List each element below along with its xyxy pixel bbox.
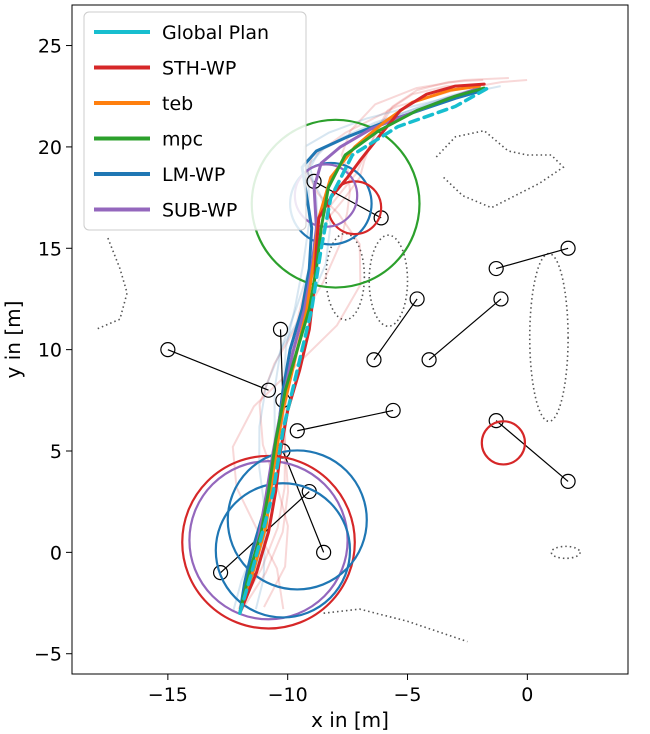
x-tick-label-2: −5 xyxy=(394,684,422,706)
obstacle-start-0 xyxy=(160,342,176,358)
obstacle-end-4 xyxy=(421,352,437,368)
safety-circle-5 xyxy=(188,460,349,621)
legend-label-teb: teb xyxy=(162,93,193,115)
y-tick-label-1: 0 xyxy=(50,542,62,564)
x-tick-label-3: 0 xyxy=(521,684,533,706)
y-axis-label: y in [m] xyxy=(1,301,25,379)
y-tick-label-0: −5 xyxy=(34,644,62,666)
map-wall-1 xyxy=(368,234,409,328)
obstacle-end-5 xyxy=(488,260,504,277)
y-tick-label-4: 15 xyxy=(38,238,62,260)
x-axis-label: x in [m] xyxy=(311,708,389,732)
tick-layer: −15 −10 −5 0 −5 0 5 10 15 20 25 xyxy=(34,36,533,706)
safety-circle-6 xyxy=(226,449,368,591)
obstacle-start-5 xyxy=(560,240,576,256)
legend-label-lm-wp: LM-WP xyxy=(162,164,225,186)
obstacle-end-8 xyxy=(316,544,332,560)
series-line-sth-wp xyxy=(238,82,486,615)
map-wall-3 xyxy=(550,545,581,560)
obstacle-path-5 xyxy=(496,247,569,270)
y-tick-label-3: 10 xyxy=(38,340,62,362)
legend: Global Plan STH-WP teb mpc LM-WP SUB-WP xyxy=(83,11,307,231)
series-line-mpc xyxy=(238,86,486,615)
x-tick-label-1: −10 xyxy=(268,684,308,706)
y-tick-label-6: 25 xyxy=(38,36,62,58)
series-line-global-plan xyxy=(238,84,494,615)
safety-circle-7 xyxy=(214,482,352,619)
legend-label-global-plan: Global Plan xyxy=(162,22,269,44)
obstacle-start-1 xyxy=(272,321,289,337)
obstacle-path-4 xyxy=(428,298,502,361)
map-wall-4 xyxy=(435,129,565,209)
map-wall-5 xyxy=(95,237,128,331)
legend-label-mpc: mpc xyxy=(162,129,203,151)
obstacle-start-2 xyxy=(385,402,401,419)
obstacle-end-3 xyxy=(366,352,382,368)
obstacle-layer xyxy=(160,173,576,581)
obstacle-path-2 xyxy=(297,409,394,432)
map-wall-2 xyxy=(528,252,569,423)
obstacle-end-2 xyxy=(289,423,305,439)
legend-box xyxy=(83,11,307,231)
x-tick-label-0: −15 xyxy=(148,684,188,706)
legend-label-sub-wp: SUB-WP xyxy=(162,200,237,222)
series-layer xyxy=(238,82,494,615)
obstacle-start-7 xyxy=(560,473,576,490)
obstacle-end-0 xyxy=(260,382,277,398)
obstacle-end-9 xyxy=(212,565,229,581)
obstacle-start-4 xyxy=(493,291,509,307)
obstacle-path-3 xyxy=(373,298,418,361)
legend-label-sth-wp: STH-WP xyxy=(162,58,236,80)
safety-circle-8 xyxy=(480,420,527,466)
obstacle-path-8 xyxy=(282,450,325,553)
y-tick-label-5: 20 xyxy=(38,137,62,159)
y-tick-label-2: 5 xyxy=(50,441,62,463)
obstacle-start-3 xyxy=(409,291,425,307)
obstacle-path-7 xyxy=(495,420,569,482)
obstacle-path-0 xyxy=(167,349,269,391)
map-wall-0 xyxy=(325,232,366,321)
map-wall-6 xyxy=(323,608,468,643)
plot-frame xyxy=(71,4,629,675)
